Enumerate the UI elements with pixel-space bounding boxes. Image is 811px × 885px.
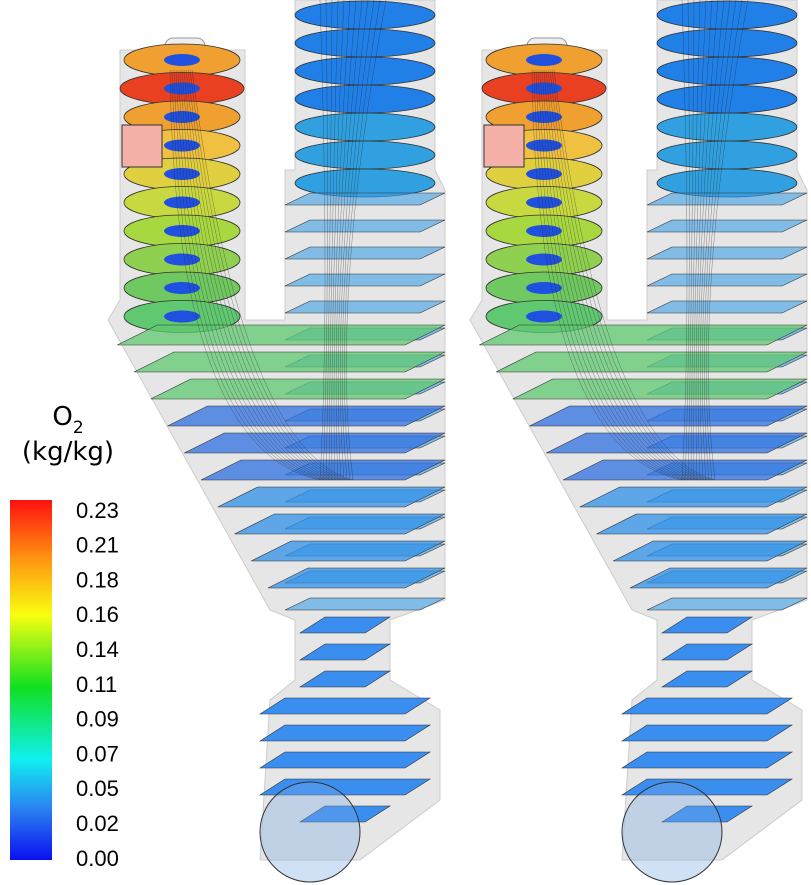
burner-core [526,54,562,66]
colorbar-label: 0.02 [76,811,119,836]
colorbar-label: 0.09 [76,707,119,732]
duct-panel [108,0,445,882]
burner-core [164,111,200,123]
colorbar-label: 0.14 [76,637,119,662]
mix-plane [117,325,445,345]
renderings [108,0,807,882]
mix-plane [134,352,445,372]
outlet-plane [260,725,430,741]
burner-core [526,225,562,237]
riser-slice [657,29,797,57]
riser-slice [295,141,435,169]
burner-core [526,197,562,209]
mix-plane [479,325,807,345]
burner-core [164,225,200,237]
riser-plane [647,193,807,205]
riser-slice [657,141,797,169]
riser-plane [285,301,445,313]
outlet-plane [622,725,792,741]
burner-core [526,168,562,180]
mix-plane [546,433,807,453]
colorbar-label: 0.23 [76,498,119,523]
colorbar-labels: 0.23 0.21 0.18 0.16 0.14 0.11 0.09 0.07 0.05 0.02… [76,498,119,871]
mix-plane [151,379,445,399]
colorbar-label: 0.05 [76,776,119,801]
outlet-circle [622,782,722,882]
colorbar-label: 0.00 [76,846,119,871]
mix-plane [496,352,807,372]
burner-core [164,197,200,209]
riser-plane [647,247,807,259]
burner-core [164,311,200,323]
outlet-plane [622,752,792,768]
riser-plane [285,193,445,205]
colorbar-label: 0.18 [76,567,119,592]
riser-slice [295,29,435,57]
burner-core [526,311,562,323]
legend-title: O2 [52,402,83,438]
outlet-circle [260,782,360,882]
riser-plane [285,247,445,259]
outlet-plane [622,698,792,714]
colorbar-label: 0.11 [76,672,117,697]
inlet-port [484,125,524,167]
riser-plane [647,598,807,610]
outlet-plane [260,752,430,768]
burner-core [164,54,200,66]
mix-plane [513,379,807,399]
riser-plane [285,220,445,232]
outlet-plane [260,698,430,714]
riser-plane [647,274,807,286]
mix-plane [218,487,445,507]
riser-plane [647,220,807,232]
burner-core [526,111,562,123]
inlet-port [122,125,162,167]
mix-plane [530,406,807,426]
legend-unit: (kg/kg) [22,437,114,467]
duct-panel [470,0,807,882]
riser-plane [285,274,445,286]
figure: O2 (kg/kg) 0.230.210.180.160.140.110.090… [0,0,811,885]
colorbar-label: 0.21 [76,533,119,558]
colorbar-label: 0.16 [76,602,119,627]
colorbar-label: 0.07 [76,741,119,766]
burner-core [164,168,200,180]
riser-slice [657,57,797,85]
riser-plane [647,301,807,313]
mix-plane [580,487,807,507]
riser-slice [295,57,435,85]
mix-plane [168,406,445,426]
mix-plane [184,433,445,453]
colorbar [10,500,52,860]
riser-plane [285,598,445,610]
